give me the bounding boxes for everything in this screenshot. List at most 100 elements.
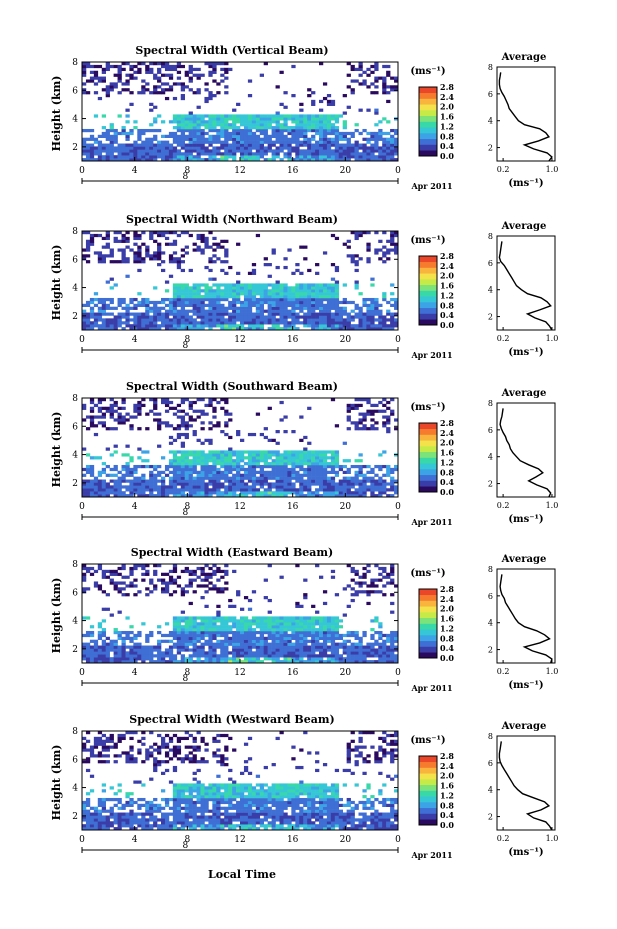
heatmap-cell [208,572,213,576]
heatmap-cell [212,300,217,305]
heatmap-cell [247,598,253,603]
heatmap-cell [224,654,229,658]
heatmap-cell [172,642,178,646]
heatmap-cell [346,239,351,243]
heatmap-cell [105,491,110,495]
heatmap-cell [141,257,146,261]
heatmap-cell [188,286,193,290]
heatmap-cell [358,453,363,457]
heatmap-cell [168,593,174,597]
heatmap-cell [251,303,257,307]
heatmap-cell [243,117,249,121]
avg-profile-line [498,241,553,331]
heatmap-cell [326,657,332,661]
heatmap-cell [184,470,189,474]
heatmap-cell [334,488,340,492]
heatmap-cell [157,245,162,249]
heatmap-cell [330,321,336,325]
heatmap-cell [129,625,134,629]
heatmap-cell [232,464,237,469]
heatmap-cell [216,613,221,617]
heatmap-cell [350,88,355,92]
heatmap-cell [149,581,154,585]
heatmap-cell [196,645,201,649]
heatmap-cell [200,482,205,486]
heatmap-cell [346,604,351,608]
heatmap-cell [228,660,233,664]
heatmap-cell [161,251,166,255]
heatmap-cell [350,406,355,410]
heatmap-cell [267,619,272,623]
heatmap-cell [121,654,126,658]
heatmap-cell [89,639,95,643]
heatmap-cell [240,131,245,136]
heatmap-cell [93,292,99,296]
heatmap-cell [224,450,229,454]
heatmap-cell [212,587,217,591]
heatmap-cell [291,453,296,457]
heatmap-cell [311,642,316,646]
heatmap-cell [283,152,288,156]
heatmap-cell [212,473,217,477]
heatmap-cell [121,581,126,585]
heatmap-cell [299,464,304,469]
y-axis-label: Height (km) [50,412,63,488]
heatmap-cell [326,286,332,290]
heatmap-cell [164,409,170,413]
heatmap-cell [299,134,304,138]
heatmap-cell [220,283,225,287]
heatmap-cell [117,114,122,118]
heatmap-cell [382,152,387,156]
heatmap-cell [196,575,201,579]
heatmap-cell [93,581,99,585]
heatmap-cell [208,62,213,66]
heatmap-cell [109,254,114,258]
heatmap-cell [232,315,237,319]
heatmap-cell [259,297,264,302]
heatmap-cell [200,479,205,483]
heatmap-cell [354,123,359,127]
heatmap-cell [342,660,347,664]
heatmap-cell [145,149,150,153]
heatmap-cell [283,283,288,287]
heatmap-cell [354,233,359,238]
heatmap-cell [346,137,351,141]
heatmap-cell [109,306,114,310]
heatmap-cell [382,321,387,325]
heatmap-cell [299,642,304,646]
heatmap-cell [279,321,284,325]
heatmap-cell [161,654,166,658]
heatmap-cell [149,409,154,413]
heatmap-cell [240,117,245,121]
heatmap-cell [129,482,134,486]
heatmap-cell [224,283,229,287]
heatmap-cell [338,158,343,162]
heatmap-cell [247,473,253,477]
heatmap-cell [188,303,193,307]
heatmap-cell [145,300,150,305]
heatmap-cell [180,128,185,133]
heatmap-cell [196,105,201,109]
heatmap-cell [338,327,343,331]
heatmap-cell [374,64,379,69]
heatmap-cell [149,633,154,638]
heatmap-cell [259,295,264,299]
heatmap-cell [291,645,296,649]
heatmap-cell [157,412,162,416]
heatmap-cell [271,619,276,623]
heatmap-cell [220,312,225,316]
heatmap-cell [208,470,213,474]
heatmap-cell [228,476,233,480]
heatmap-cell [326,99,332,104]
heatmap-cell [93,639,99,643]
heatmap-cell [224,432,229,437]
heatmap-cell [382,450,387,454]
heatmap-cell [342,152,347,156]
heatmap-cell [267,622,272,626]
heatmap-cell [157,564,162,568]
heatmap-cell [176,128,182,133]
heatmap-cell [330,450,336,454]
heatmap-cell [145,70,150,74]
heatmap-cell [85,479,91,483]
heatmap-cell [366,297,371,302]
